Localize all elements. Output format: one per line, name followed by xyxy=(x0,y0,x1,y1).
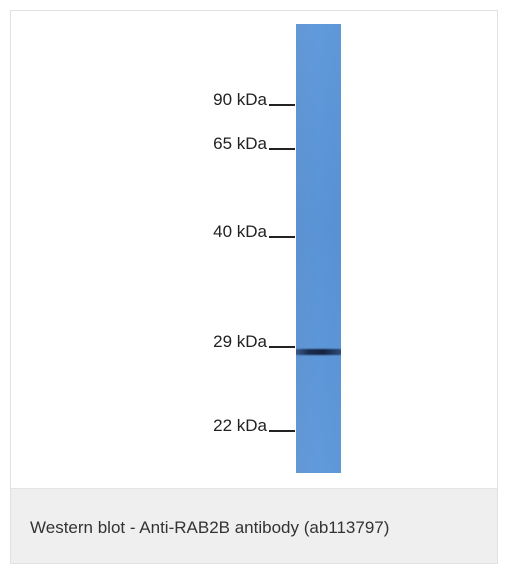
marker-label: 29 kDa xyxy=(213,332,267,351)
figure-card: 90 kDa 65 kDa 40 kDa 29 kDa 22 kDa Weste… xyxy=(10,10,498,564)
marker-tick xyxy=(269,430,295,432)
marker-65kda: 65 kDa xyxy=(11,132,301,156)
marker-tick xyxy=(269,148,295,150)
marker-label: 40 kDa xyxy=(213,222,267,241)
marker-29kda: 29 kDa xyxy=(11,330,301,354)
protein-band xyxy=(296,349,341,355)
marker-90kda: 90 kDa xyxy=(11,88,301,112)
marker-label: 22 kDa xyxy=(213,416,267,435)
marker-label: 90 kDa xyxy=(213,90,267,109)
marker-tick xyxy=(269,346,295,348)
lane-shading xyxy=(296,24,341,473)
blot-lane xyxy=(296,24,341,473)
marker-tick xyxy=(269,236,295,238)
marker-40kda: 40 kDa xyxy=(11,220,301,244)
western-blot-image: 90 kDa 65 kDa 40 kDa 29 kDa 22 kDa xyxy=(11,11,497,488)
marker-tick xyxy=(269,104,295,106)
marker-label: 65 kDa xyxy=(213,134,267,153)
marker-22kda: 22 kDa xyxy=(11,414,301,438)
caption-bar: Western blot - Anti-RAB2B antibody (ab11… xyxy=(11,488,497,563)
figure-caption: Western blot - Anti-RAB2B antibody (ab11… xyxy=(30,518,390,537)
